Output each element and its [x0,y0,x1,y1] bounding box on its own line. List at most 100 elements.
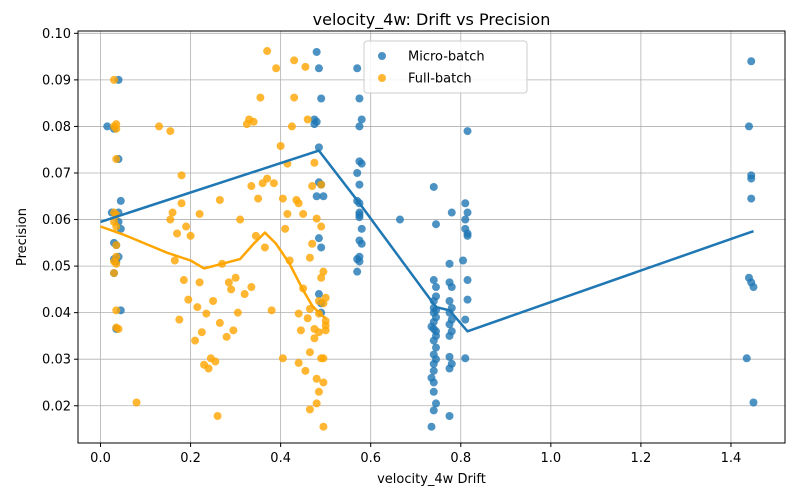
micro-batch-point [429,336,438,345]
full-batch-point [236,215,245,224]
micro-batch-point [432,343,441,352]
micro-batch-point [314,64,323,73]
micro-batch-point [445,352,454,361]
micro-batch-point [747,194,756,203]
full-batch-point [312,214,321,223]
micro-batch-point [317,94,326,103]
full-batch-point [263,47,272,56]
micro-batch-point [461,215,470,224]
full-batch-point [173,229,182,238]
full-batch-point [287,122,296,131]
full-batch-point [112,259,121,268]
micro-batch-point [429,359,438,368]
full-batch-point [314,387,323,396]
full-batch-point [314,328,323,337]
full-batch-point [319,422,328,431]
x-tick-label: 0.8 [450,451,471,466]
micro-batch-point [742,354,751,363]
full-batch-point [260,243,269,252]
x-tick-label: 1.2 [631,451,652,466]
full-batch-point [276,141,285,150]
axes-frame [77,30,786,444]
micro-batch-point [461,199,470,208]
legend: Micro-batch Full-batch [363,40,528,94]
micro-batch-point [445,364,454,373]
full-batch-point [303,314,312,323]
full-batch-point [267,306,276,315]
micro-batch-point [463,231,472,240]
x-axis-label: velocity_4w Drift [377,472,486,487]
full-batch-point [310,334,319,343]
x-tick-label: 1.0 [540,451,561,466]
chart-title: velocity_4w: Drift vs Precision [313,10,551,30]
micro-batch-point [432,220,441,229]
full-batch-point [215,318,224,327]
full-batch-trend-line [100,225,327,320]
full-batch-point [155,122,164,131]
full-batch-point [184,295,193,304]
full-batch-point [110,75,119,84]
micro-batch-point [429,366,438,375]
full-batch-point [317,222,326,231]
micro-batch-point [429,406,438,415]
micro-batch-point [395,215,404,224]
full-batch-point [247,182,256,191]
micro-batch-point [310,120,319,129]
micro-batch-point [432,399,441,408]
full-batch-point [175,315,184,324]
data-points [103,47,758,431]
x-tick-label: 0.0 [90,451,111,466]
full-batch-point [319,378,328,387]
micro-batch-point [461,315,470,324]
full-batch-point [310,158,319,167]
full-batch-point [229,326,238,335]
y-tick-label: 0.07 [42,166,71,181]
micro-batch-point [353,64,362,73]
trend-lines [100,149,754,333]
full-batch-point [209,297,218,306]
micro-batch-point [744,122,753,131]
full-batch-point [195,209,204,218]
micro-batch-point [747,174,756,183]
full-batch-point [321,293,330,302]
micro-batch-point [355,213,364,222]
full-batch-point [114,324,123,333]
full-batch-point [308,182,317,191]
micro-batch-point [445,411,454,420]
micro-batch-point [429,182,438,191]
micro-batch-point [312,192,321,201]
full-batch-point [305,253,314,262]
full-batch-point [112,222,121,231]
full-batch-point [166,127,175,136]
full-batch-point [231,273,240,282]
full-batch-point [317,180,326,189]
full-batch-point [227,285,236,294]
full-batch-point [296,326,305,335]
full-batch-point [177,199,186,208]
micro-batch-point [447,208,456,217]
x-tick-label: 0.6 [360,451,381,466]
full-batch-point [247,283,256,292]
full-batch-point [283,209,292,218]
full-batch-point [112,124,121,133]
micro-batch-point [445,331,454,340]
micro-batch-point [445,320,454,329]
full-batch-point [254,194,263,203]
micro-batch-trend-line [100,149,754,333]
full-batch-point [112,306,121,315]
full-batch-point [319,267,328,276]
y-tick-label: 0.10 [42,27,71,42]
full-batch-point [263,174,272,183]
y-tick-label: 0.02 [42,399,71,414]
full-batch-point [182,222,191,231]
full-batch-point [186,231,195,240]
full-batch-point [305,405,314,414]
full-batch-point [179,276,188,285]
micro-batch-point [463,295,472,304]
micro-batch-point [355,122,364,131]
full-batch-point [303,115,312,124]
full-batch-point [240,290,249,299]
micro-batch-point [749,283,758,292]
micro-batch-point [445,297,454,306]
full-batch-point [269,179,278,188]
